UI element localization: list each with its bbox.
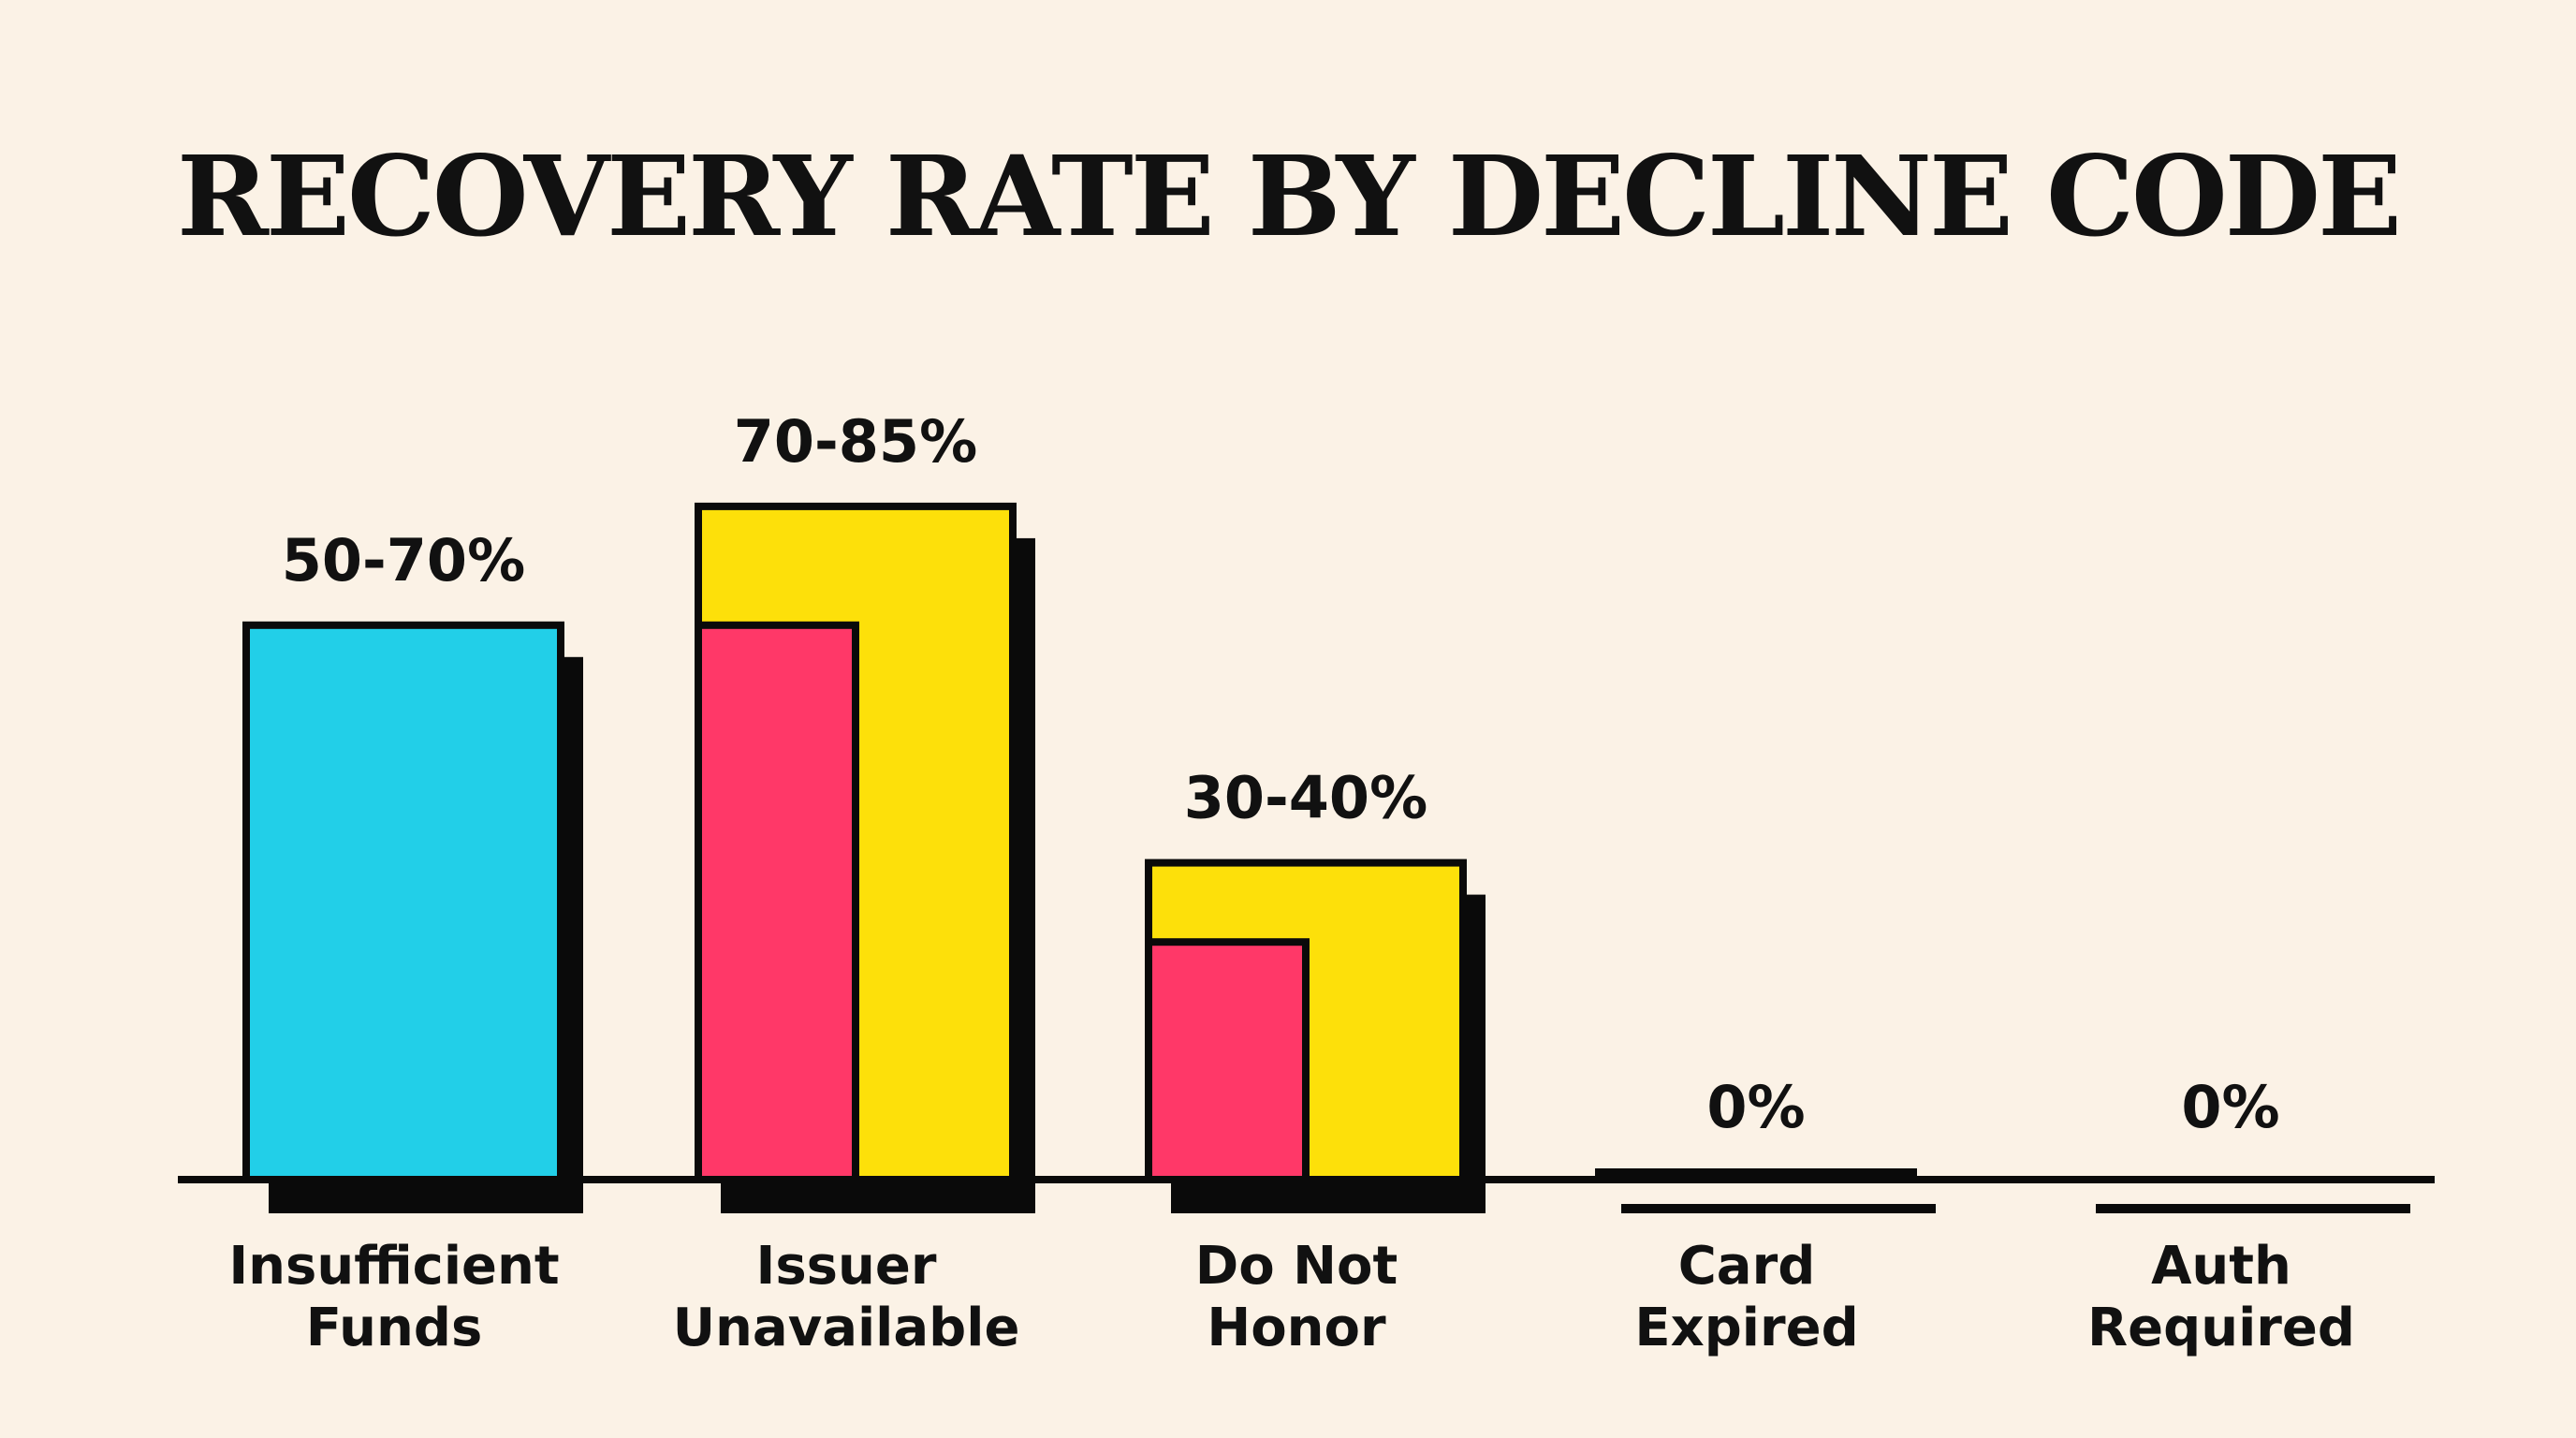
category-label: Card (1678, 1236, 1816, 1297)
data-label: 0% (2181, 1073, 2279, 1141)
category-label: Auth (2151, 1236, 2291, 1297)
category-label: Funds (306, 1298, 483, 1358)
category-label: Do Not (1195, 1236, 1398, 1297)
bar-low (1145, 938, 1310, 1184)
category-label: Expired (1634, 1298, 1858, 1358)
category-label: Unavailable (673, 1298, 1020, 1358)
category-label: Insufficient (228, 1236, 559, 1297)
bar-shadow (1621, 1204, 1936, 1213)
data-label: 0% (1706, 1073, 1805, 1141)
category-label: Issuer (756, 1236, 937, 1297)
chart-title: RECOVERY RATE BY DECLINE CODE (176, 131, 2402, 261)
data-label: 30-40% (1184, 764, 1427, 832)
data-label: 50-70% (282, 526, 525, 594)
category-label: Required (2087, 1298, 2355, 1358)
category-label: Honor (1207, 1298, 1386, 1358)
bar-range (242, 621, 564, 1183)
data-label: 70-85% (734, 407, 977, 476)
bar-low (695, 621, 859, 1183)
bar-shadow (2096, 1204, 2410, 1213)
